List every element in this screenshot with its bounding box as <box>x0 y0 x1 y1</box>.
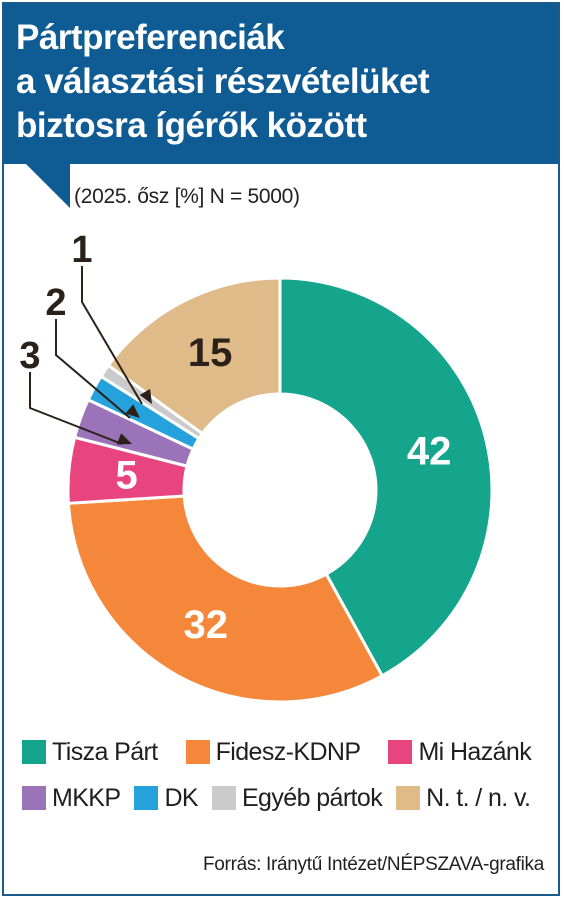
legend-item-mi-hazank: Mi Hazánk <box>388 737 532 767</box>
slice-label-tisza-part: 42 <box>407 430 452 474</box>
legend-label: MKKP <box>52 783 121 812</box>
legend-item-mkkp: MKKP <box>22 783 121 813</box>
title-line: biztosra ígérők között <box>16 106 367 145</box>
title-line: Pártpreferenciák <box>16 18 285 57</box>
legend-swatch <box>211 786 236 810</box>
legend-item-dk: DK <box>134 783 199 813</box>
legend-label: Egyéb pártok <box>241 783 383 812</box>
callout-line <box>81 266 143 405</box>
title-box: Pártpreferenciák a választási részvételü… <box>4 4 558 164</box>
callout-line <box>29 372 123 445</box>
callout-line <box>55 319 131 419</box>
legend-swatch <box>388 740 413 764</box>
legend-item-tisza: Tisza Párt <box>22 738 158 767</box>
callout-arrowhead <box>116 433 132 445</box>
legend-swatch <box>396 786 421 810</box>
legend-item-egyeb: Egyéb pártok <box>211 783 383 813</box>
donut-slices <box>66 276 494 704</box>
legend-row: Tisza Párt Fidesz-KDNP Mi Hazánk <box>22 734 558 770</box>
title-box-notch <box>22 160 70 208</box>
callout-lines <box>29 266 152 445</box>
callout-arrowhead <box>125 404 140 418</box>
slice-label-n-t-n-v: 15 <box>188 331 233 375</box>
legend-item-nt: N. t. / n. v. <box>396 783 531 813</box>
slice-label-mkkp: 3 <box>19 335 40 377</box>
legend: Tisza Párt Fidesz-KDNP Mi Hazánk MKKP DK <box>22 734 558 826</box>
legend-item-fidesz: Fidesz-KDNP <box>185 737 361 767</box>
slice-n-t-n-v <box>106 276 282 436</box>
slice-fidesz-kdnp <box>66 494 384 704</box>
slice-label-fidesz-kdnp: 32 <box>184 603 229 647</box>
slice-tisza-part <box>278 276 494 678</box>
legend-swatch <box>22 740 46 764</box>
slice-label-dk: 2 <box>45 282 66 324</box>
chart-subtitle: (2025. ősz [%] N = 5000) <box>74 185 300 208</box>
legend-label: Fidesz-KDNP <box>215 737 361 766</box>
slice-label-mi-hazank: 5 <box>116 454 138 498</box>
legend-swatch <box>185 740 210 764</box>
legend-swatch <box>22 786 46 810</box>
chart-title: Pártpreferenciák a választási részvételü… <box>16 16 430 148</box>
legend-row: MKKP DK Egyéb pártok N. t. / n. v. <box>22 780 558 816</box>
callout-arrowhead <box>139 388 152 404</box>
legend-label: Mi Hazánk <box>418 737 532 766</box>
source-note: Forrás: Iránytű Intézet/NÉPSZAVA-grafika <box>202 854 544 875</box>
legend-label: N. t. / n. v. <box>426 783 531 812</box>
legend-swatch <box>134 786 159 810</box>
legend-label: DK <box>164 783 198 812</box>
title-line: a választási részvételüket <box>16 62 430 101</box>
slice-label-egyeb-partok: 1 <box>71 229 92 271</box>
legend-label: Tisza Párt <box>52 737 158 766</box>
